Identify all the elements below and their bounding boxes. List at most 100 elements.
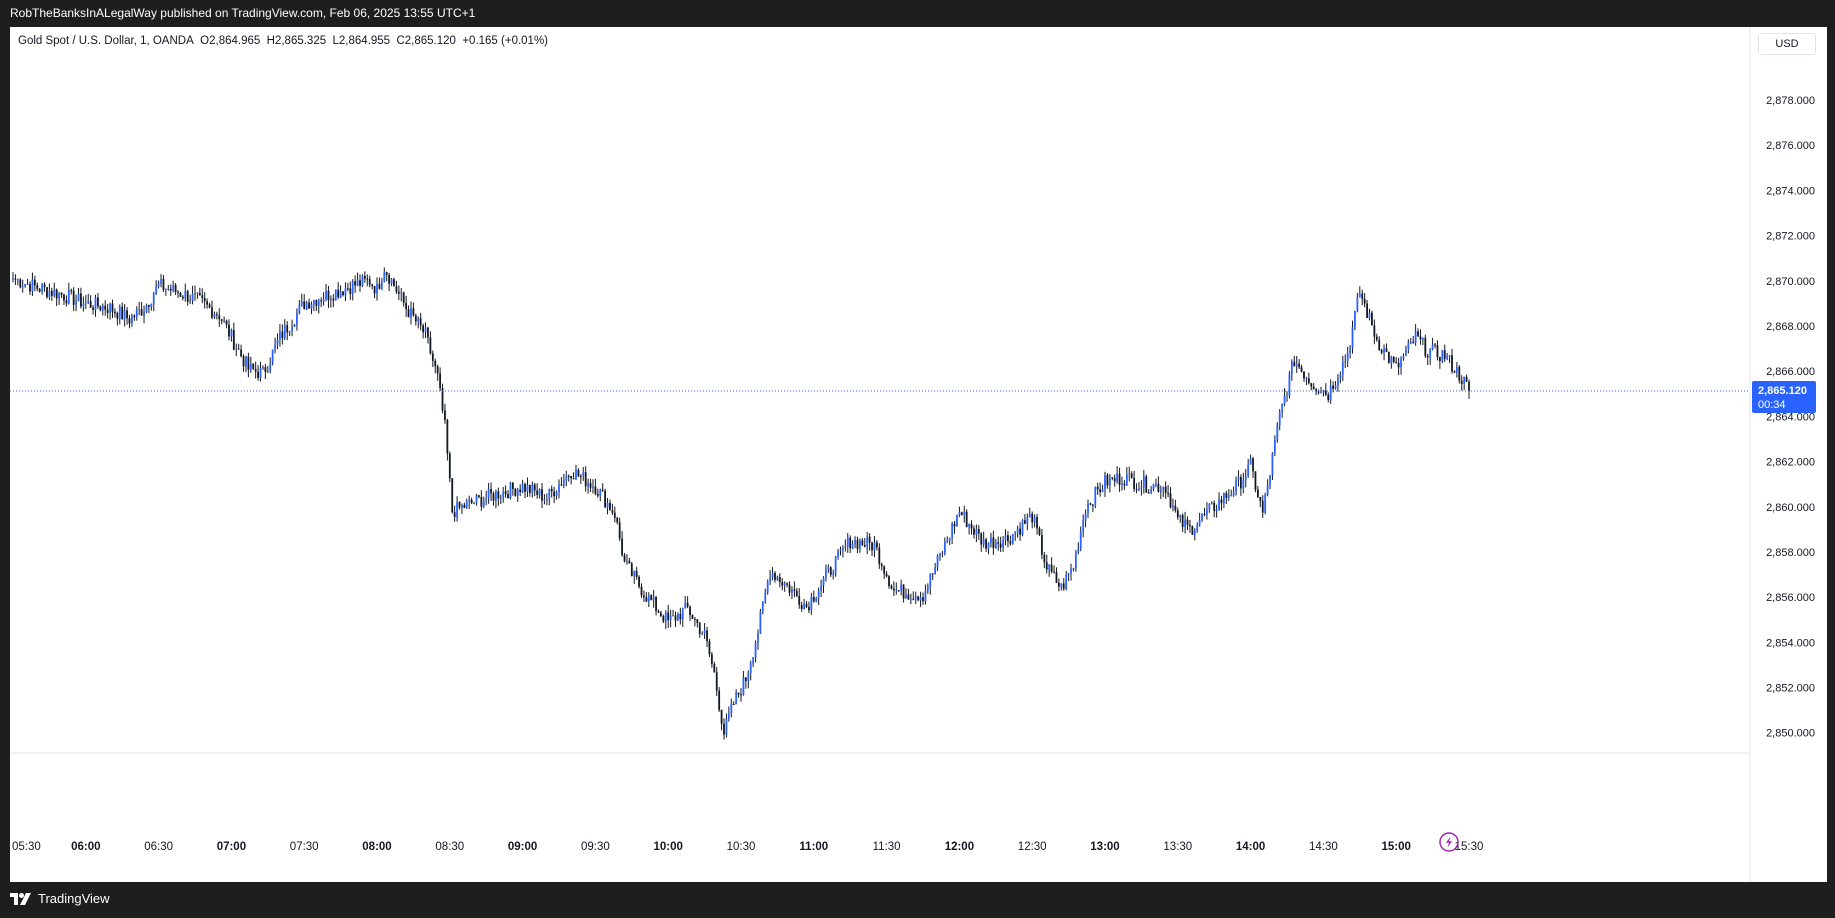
candle-body (686, 602, 689, 607)
candle-body (14, 278, 17, 280)
candle-body (373, 286, 376, 294)
candle-body (145, 304, 148, 313)
candle-body (1242, 479, 1245, 489)
candle-body (1419, 336, 1422, 340)
candle-body (1162, 486, 1165, 490)
candle-body (783, 583, 786, 586)
candle-body (541, 489, 543, 501)
candle-body (1356, 297, 1359, 312)
time-tick-label: 07:30 (290, 841, 319, 853)
candle-body (696, 619, 699, 623)
change-value: +0.165 (+0.01%) (462, 35, 548, 47)
chart-frame[interactable]: 2,850.000 2,852.000 2,854.000 2,856.000 2,85… (10, 27, 1827, 882)
candle-body (837, 550, 839, 557)
candle-body (1232, 491, 1235, 495)
candle-body (1062, 583, 1065, 589)
candle-body (1417, 331, 1419, 337)
candle-body (725, 718, 728, 735)
tradingview-logo[interactable]: TradingView (10, 891, 110, 906)
candle-body (1463, 376, 1466, 384)
candle-body (764, 592, 767, 602)
candle-body (53, 289, 56, 296)
candle-body (754, 642, 757, 658)
candle-body (286, 325, 289, 333)
candle-body (1431, 344, 1434, 350)
candle-body (941, 553, 944, 555)
candle-body (1414, 331, 1417, 343)
candle-body (1116, 473, 1119, 482)
candle-body (487, 489, 490, 499)
time-tick-label: 11:30 (873, 841, 901, 853)
candle-body (1383, 348, 1385, 353)
candle-body (701, 633, 704, 635)
time-tick-label: 06:30 (144, 841, 173, 853)
candle-body (50, 290, 53, 296)
candle-body (973, 528, 975, 535)
candle-body (184, 291, 187, 299)
price-axis[interactable]: 2,850.000 2,852.000 2,854.000 2,856.000 2,85… (1766, 95, 1815, 740)
price-chart[interactable]: 2,850.000 2,852.000 2,854.000 2,856.000 2,85… (10, 27, 1827, 882)
currency-button[interactable]: USD (1758, 33, 1816, 55)
candle-body (613, 512, 616, 518)
lightning-icon[interactable] (1439, 832, 1459, 852)
candle-body (829, 567, 832, 575)
price-tick-label: 2,852.000 (1766, 683, 1815, 695)
candle-body (1305, 378, 1308, 380)
candle-body (1329, 385, 1332, 401)
candle-body (771, 572, 774, 578)
candle-body (346, 288, 349, 290)
candle-body (1409, 341, 1412, 343)
candle-body (1324, 390, 1327, 395)
symbol-legend[interactable]: Gold Spot / U.S. Dollar, 1, OANDA O2,864… (18, 35, 548, 47)
candle-body (1014, 532, 1017, 534)
candle-body (623, 555, 626, 562)
candle-body (1235, 479, 1237, 492)
candle-body (1295, 363, 1298, 366)
candle-body (1172, 505, 1174, 508)
candle-body (249, 363, 252, 370)
price-tick-label: 2,878.000 (1766, 95, 1815, 107)
candle-body (89, 301, 92, 308)
candle-body (1288, 374, 1291, 396)
candle-body (647, 594, 650, 602)
candle-body (599, 489, 602, 496)
candle-body (851, 544, 854, 549)
candle-body (446, 419, 449, 454)
candle-body (82, 303, 85, 307)
candle-body (805, 603, 808, 607)
candle-body (1266, 484, 1269, 495)
candle-body (38, 288, 41, 292)
candle-body (519, 489, 522, 493)
candle-body (1341, 361, 1344, 375)
candle-body (706, 630, 708, 642)
time-axis[interactable]: 05:30 06:00 06:30 07:00 07:30 08:00 08:30 09:00… (12, 841, 1483, 853)
candle-body (677, 613, 679, 621)
candle-body (101, 305, 104, 311)
candle-body (48, 290, 51, 297)
candle-body (1322, 390, 1325, 393)
candle-body (693, 618, 696, 620)
candle-body (803, 603, 805, 609)
candle-body (1465, 376, 1468, 382)
candle-body (999, 543, 1002, 548)
price-tick-label: 2,858.000 (1766, 547, 1815, 559)
candle-body (281, 331, 284, 339)
candle-body (254, 369, 257, 372)
candle-body (582, 472, 585, 477)
candle-body (524, 483, 526, 492)
candle-body (1281, 404, 1284, 413)
candle-body (58, 292, 61, 299)
candle-body (458, 501, 461, 508)
candle-body (1050, 564, 1053, 572)
candle-body (1249, 458, 1252, 465)
candle-body (461, 504, 463, 508)
candle-body (909, 598, 912, 600)
candle-body (247, 356, 250, 370)
candle-body (672, 615, 674, 617)
candle-body (393, 279, 395, 287)
candle-body (317, 300, 320, 306)
candle-body (232, 330, 235, 350)
candle-body (439, 373, 441, 388)
candle-body (1038, 528, 1041, 535)
candle-body (368, 279, 371, 285)
